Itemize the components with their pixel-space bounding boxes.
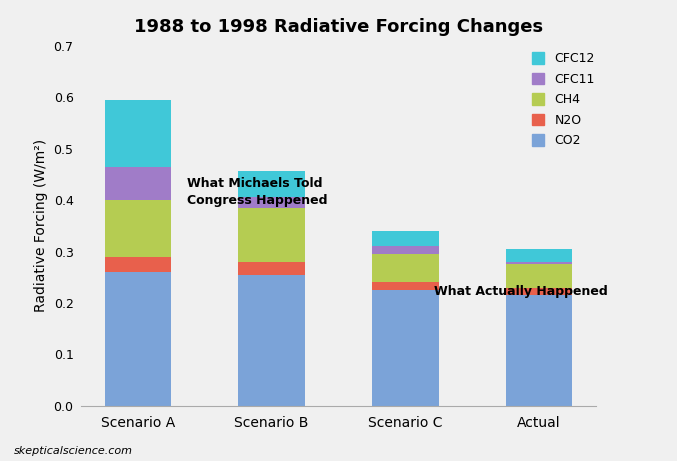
Bar — [372, 290, 439, 406]
Bar — [105, 100, 171, 167]
Bar — [105, 257, 171, 272]
Bar — [238, 196, 305, 208]
Text: skepticalscience.com: skepticalscience.com — [14, 446, 133, 456]
Bar — [105, 272, 171, 406]
Bar — [506, 265, 572, 288]
Bar — [238, 262, 305, 275]
Bar — [238, 275, 305, 406]
Text: What Actually Happened: What Actually Happened — [434, 285, 608, 298]
Bar — [372, 254, 439, 283]
Bar — [105, 167, 171, 200]
Bar — [372, 231, 439, 247]
Bar — [238, 171, 305, 196]
Y-axis label: Radiative Forcing (W/m²): Radiative Forcing (W/m²) — [34, 139, 48, 313]
Bar — [506, 262, 572, 265]
Bar — [372, 247, 439, 254]
Bar — [105, 200, 171, 257]
Bar — [506, 295, 572, 406]
Bar — [238, 208, 305, 262]
Text: What Michaels Told
Congress Happened: What Michaels Told Congress Happened — [187, 177, 327, 207]
Bar — [506, 288, 572, 295]
Title: 1988 to 1998 Radiative Forcing Changes: 1988 to 1998 Radiative Forcing Changes — [134, 18, 543, 36]
Legend: CFC12, CFC11, CH4, N2O, CO2: CFC12, CFC11, CH4, N2O, CO2 — [531, 53, 594, 148]
Bar — [372, 283, 439, 290]
Bar — [506, 249, 572, 262]
